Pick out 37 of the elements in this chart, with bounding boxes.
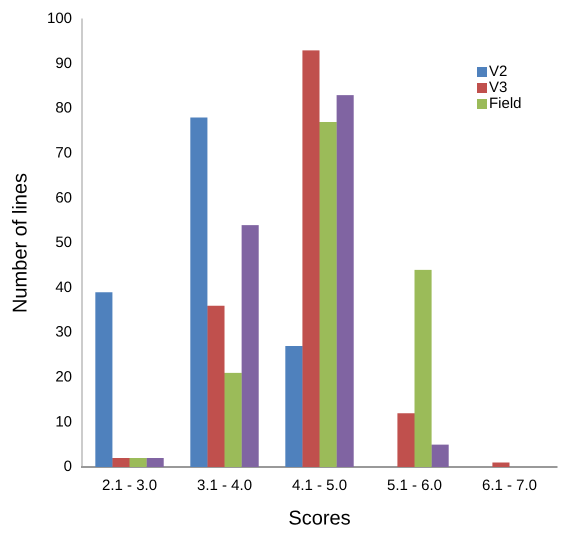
bar [112, 458, 130, 467]
x-tick-label: 6.1 - 7.0 [482, 477, 538, 494]
legend-label: V3 [489, 79, 508, 96]
bar [302, 50, 320, 467]
x-axis-title: Scores [288, 508, 351, 530]
x-tick-label: 4.1 - 5.0 [292, 477, 348, 494]
y-tick-label: 90 [55, 54, 72, 72]
bar [320, 122, 337, 467]
y-tick-label: 10 [55, 413, 72, 430]
y-tick-label: 30 [55, 324, 72, 341]
x-tick-label: 3.1 - 4.0 [196, 477, 252, 494]
bar [207, 306, 225, 467]
bar [397, 413, 415, 467]
y-tick-label: 50 [55, 234, 72, 252]
y-tick-label: 70 [55, 144, 72, 162]
y-tick-label: 40 [55, 278, 72, 296]
y-axis-title: Number of lines [10, 172, 32, 314]
x-tick-label: 2.1 - 3.0 [102, 477, 158, 494]
bar [224, 372, 242, 467]
bar [432, 444, 449, 467]
bar [146, 458, 164, 467]
y-tick-label: 80 [55, 100, 72, 117]
bar [190, 118, 208, 467]
legend-label: V2 [489, 63, 508, 80]
bar [95, 292, 112, 467]
y-tick-label: 20 [55, 368, 72, 386]
y-tick-label: 60 [55, 189, 72, 206]
bar [336, 95, 354, 467]
x-tick-label: 5.1 - 6.0 [386, 477, 442, 494]
bar [242, 225, 259, 467]
bar [130, 458, 147, 467]
legend-label: Field [489, 95, 522, 112]
bar [492, 462, 510, 467]
bar [285, 346, 302, 467]
y-tick-label: 100 [46, 10, 72, 28]
bar [414, 270, 432, 467]
y-tick-label: 0 [64, 458, 72, 476]
